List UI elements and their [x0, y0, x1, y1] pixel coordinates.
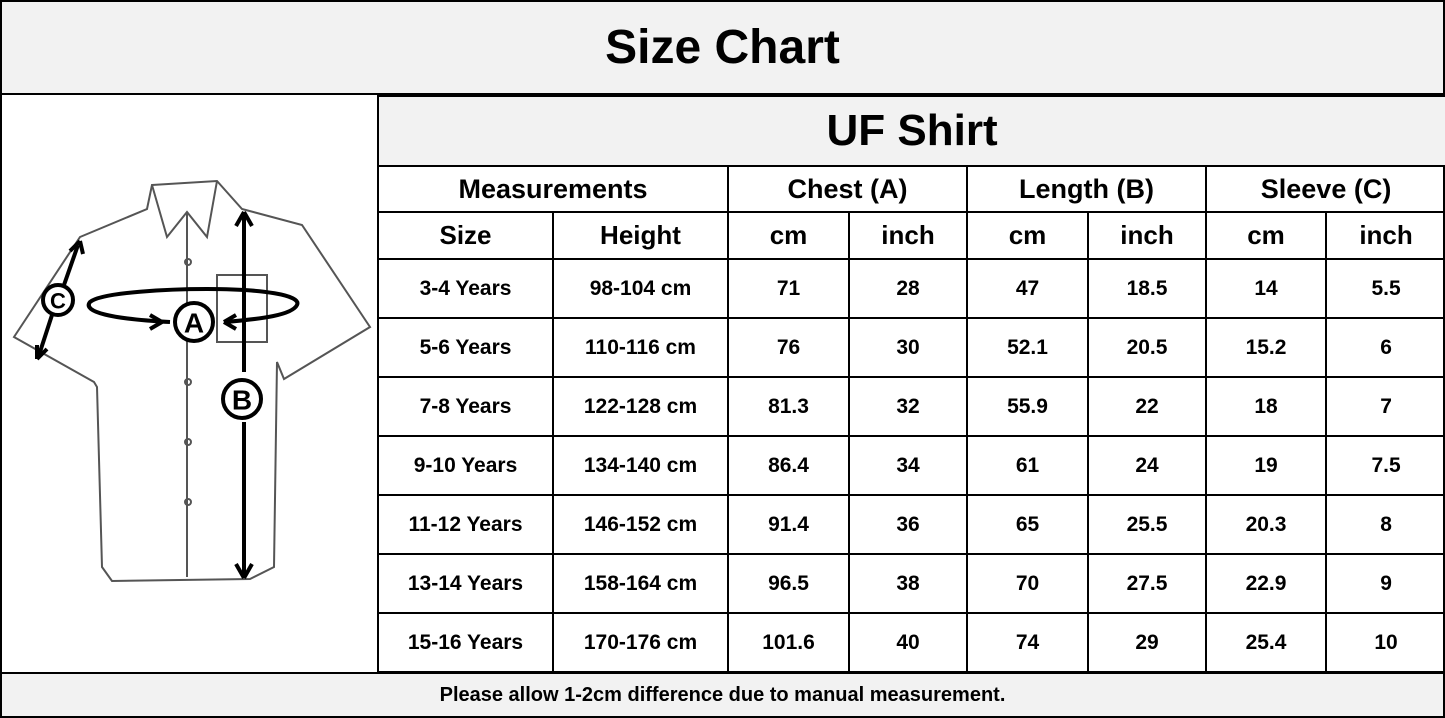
table-cell: 15.2: [1205, 317, 1327, 378]
table-cell: 25.4: [1205, 612, 1327, 673]
table-cell: 18: [1205, 376, 1327, 437]
group-header: Measurements: [377, 165, 729, 213]
table-cell: 7-8 Years: [377, 376, 554, 437]
table-cell: 170-176 cm: [552, 612, 729, 673]
table-cell: 6: [1324, 317, 1445, 378]
table-cell: 70: [966, 553, 1089, 614]
table-cell: 81.3: [727, 376, 850, 437]
table-cell: 9: [1324, 553, 1445, 614]
table-cell: 134-140 cm: [552, 435, 729, 496]
shirt-outline: [12, 179, 372, 583]
footnote: Please allow 1-2cm difference due to man…: [2, 672, 1443, 716]
group-header: Chest (A): [727, 165, 968, 213]
table-cell: 30: [848, 317, 968, 378]
table-cell: 55.9: [966, 376, 1089, 437]
group-header: Sleeve (C): [1204, 165, 1445, 213]
table-cell: 122-128 cm: [552, 376, 729, 437]
table-cell: 20.3: [1205, 494, 1327, 555]
table-cell: 8: [1324, 494, 1445, 555]
table-cell: 22: [1087, 376, 1207, 437]
column-header: Height: [552, 211, 729, 260]
table-title: UF Shirt: [376, 95, 1445, 167]
column-header: cm: [1205, 211, 1327, 260]
table-cell: 14: [1205, 258, 1327, 319]
table-cell: 29: [1087, 612, 1207, 673]
table-title-row: UF Shirt: [376, 95, 1445, 167]
column-header: inch: [848, 211, 968, 260]
group-header: Length (B): [966, 165, 1207, 213]
data-row: 5-6 Years 110-116 cm 76 30 52.1 20.5 15.2 6: [377, 317, 1445, 378]
table-cell: 3-4 Years: [377, 258, 554, 319]
column-header: cm: [727, 211, 850, 260]
table-cell: 18.5: [1087, 258, 1207, 319]
data-row: 9-10 Years 134-140 cm 86.4 34 61 24 19 7.5: [377, 435, 1445, 496]
table-cell: 86.4: [727, 435, 850, 496]
table-cell: 19: [1205, 435, 1327, 496]
column-header: inch: [1324, 211, 1445, 260]
table-cell: 10: [1324, 612, 1445, 673]
table-cell: 20.5: [1087, 317, 1207, 378]
label-b: B: [232, 385, 252, 416]
table-cell: 98-104 cm: [552, 258, 729, 319]
data-row: 15-16 Years 170-176 cm 101.6 40 74 29 25.4 10: [377, 612, 1445, 673]
table-cell: 52.1: [966, 317, 1089, 378]
table-cell: 146-152 cm: [552, 494, 729, 555]
table-cell: 34: [848, 435, 968, 496]
table-cell: 71: [727, 258, 850, 319]
table-cell: 61: [966, 435, 1089, 496]
data-row: 7-8 Years 122-128 cm 81.3 32 55.9 22 18 7: [377, 376, 1445, 437]
table-cell: 11-12 Years: [377, 494, 554, 555]
page-title: Size Chart: [2, 2, 1443, 95]
table-cell: 5-6 Years: [377, 317, 554, 378]
table-cell: 27.5: [1087, 553, 1207, 614]
table-cell: 13-14 Years: [377, 553, 554, 614]
table-cell: 28: [848, 258, 968, 319]
group-header-row: Measurements Chest (A) Length (B) Sleeve (C…: [377, 165, 1445, 213]
size-table: UF Shirt Measurements Chest (A) Length (B) S…: [376, 95, 1445, 673]
table-cell: 24: [1087, 435, 1207, 496]
table-cell: 91.4: [727, 494, 850, 555]
table-cell: 9-10 Years: [377, 435, 554, 496]
label-a: A: [184, 308, 204, 339]
table-cell: 65: [966, 494, 1089, 555]
table-cell: 5.5: [1324, 258, 1445, 319]
data-row: 13-14 Years 158-164 cm 96.5 38 70 27.5 22.9 9: [377, 553, 1445, 614]
column-header: Size: [377, 211, 554, 260]
table-cell: 36: [848, 494, 968, 555]
table-cell: 38: [848, 553, 968, 614]
table-cell: 110-116 cm: [552, 317, 729, 378]
column-header: cm: [966, 211, 1089, 260]
table-cell: 96.5: [727, 553, 850, 614]
table-cell: 15-16 Years: [377, 612, 554, 673]
shirt-diagram: A B C: [12, 179, 372, 583]
table-cell: 7.5: [1324, 435, 1445, 496]
table-cell: 101.6: [727, 612, 850, 673]
table-cell: 76: [727, 317, 850, 378]
table-cell: 22.9: [1205, 553, 1327, 614]
data-row: 11-12 Years 146-152 cm 91.4 36 65 25.5 20.3 8: [377, 494, 1445, 555]
data-row: 3-4 Years 98-104 cm 71 28 47 18.5 14 5.5: [377, 258, 1445, 319]
table-cell: 32: [848, 376, 968, 437]
table-cell: 47: [966, 258, 1089, 319]
measure-arrows: [35, 211, 300, 579]
column-header: inch: [1087, 211, 1207, 260]
table-cell: 7: [1324, 376, 1445, 437]
table-cell: 158-164 cm: [552, 553, 729, 614]
label-c: C: [50, 289, 66, 314]
table-cell: 25.5: [1087, 494, 1207, 555]
table-cell: 74: [966, 612, 1089, 673]
table-cell: 40: [848, 612, 968, 673]
column-header-row: Size Height cm inch cm inch cm inch: [377, 211, 1445, 260]
